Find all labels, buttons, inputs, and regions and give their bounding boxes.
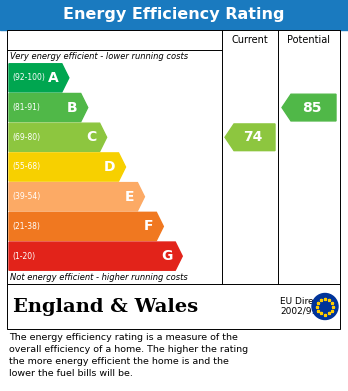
Text: (69-80): (69-80) bbox=[12, 133, 40, 142]
Text: Energy Efficiency Rating: Energy Efficiency Rating bbox=[63, 7, 285, 23]
Polygon shape bbox=[9, 183, 144, 211]
Text: 85: 85 bbox=[302, 100, 322, 115]
Text: (21-38): (21-38) bbox=[12, 222, 40, 231]
Polygon shape bbox=[9, 64, 69, 92]
Bar bbox=[7, 284, 340, 329]
Text: C: C bbox=[86, 130, 97, 144]
Text: EU Directive: EU Directive bbox=[280, 297, 336, 306]
Text: overall efficiency of a home. The higher the rating: overall efficiency of a home. The higher… bbox=[9, 345, 248, 354]
Text: Not energy efficient - higher running costs: Not energy efficient - higher running co… bbox=[10, 273, 188, 282]
Text: D: D bbox=[104, 160, 116, 174]
Bar bbox=[7, 30, 340, 284]
Text: The energy efficiency rating is a measure of the: The energy efficiency rating is a measur… bbox=[9, 333, 238, 342]
Bar bbox=[0, 0, 348, 30]
Polygon shape bbox=[9, 93, 88, 122]
Text: F: F bbox=[144, 219, 153, 233]
Text: A: A bbox=[48, 71, 59, 85]
Text: Current: Current bbox=[232, 35, 268, 45]
Text: lower the fuel bills will be.: lower the fuel bills will be. bbox=[9, 369, 133, 378]
Text: (81-91): (81-91) bbox=[12, 103, 40, 112]
Text: (55-68): (55-68) bbox=[12, 163, 40, 172]
Text: (1-20): (1-20) bbox=[12, 252, 35, 261]
Text: E: E bbox=[125, 190, 134, 204]
Text: England & Wales: England & Wales bbox=[13, 298, 198, 316]
Text: the more energy efficient the home is and the: the more energy efficient the home is an… bbox=[9, 357, 229, 366]
Polygon shape bbox=[9, 212, 163, 240]
Polygon shape bbox=[282, 94, 336, 121]
Polygon shape bbox=[225, 124, 275, 151]
Text: G: G bbox=[161, 249, 172, 263]
Circle shape bbox=[312, 294, 338, 319]
Text: 74: 74 bbox=[243, 130, 263, 144]
Text: (39-54): (39-54) bbox=[12, 192, 40, 201]
Text: (92-100): (92-100) bbox=[12, 74, 45, 83]
Text: Very energy efficient - lower running costs: Very energy efficient - lower running co… bbox=[10, 52, 188, 61]
Polygon shape bbox=[9, 153, 126, 181]
Polygon shape bbox=[9, 123, 106, 151]
Polygon shape bbox=[9, 242, 182, 270]
Text: Potential: Potential bbox=[287, 35, 331, 45]
Text: 2002/91/EC: 2002/91/EC bbox=[280, 307, 332, 316]
Text: B: B bbox=[67, 100, 78, 115]
